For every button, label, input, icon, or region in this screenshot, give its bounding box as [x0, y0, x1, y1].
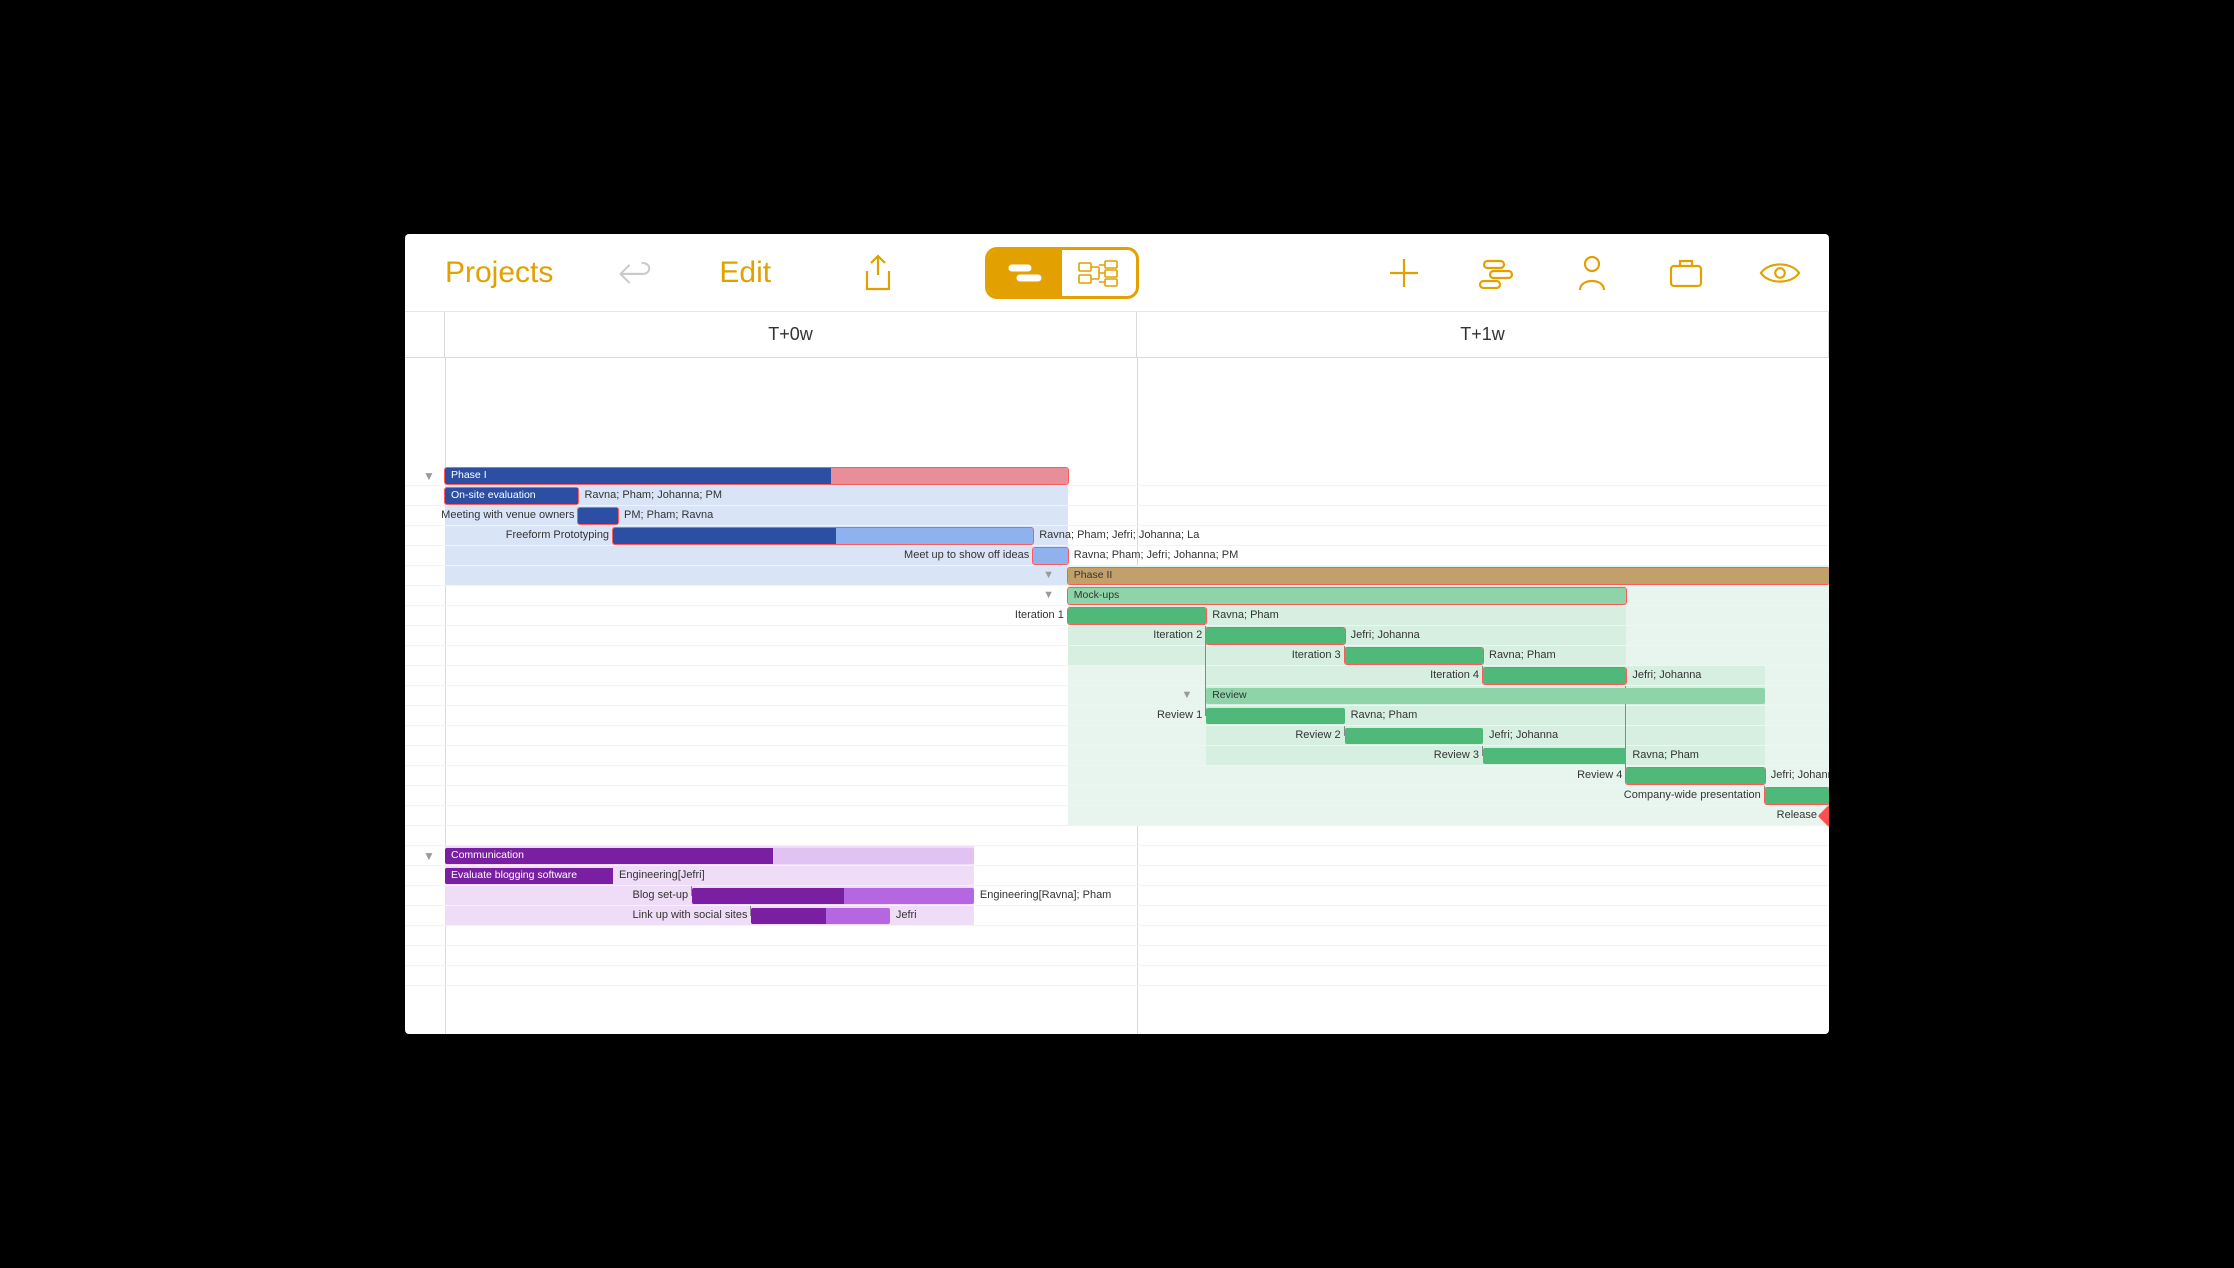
resource-label: PM; Pham; Ravna: [624, 509, 713, 521]
resource-label: Jefri; Johanna: [1351, 629, 1420, 641]
task-bar[interactable]: Communication: [445, 848, 974, 864]
task-bar[interactable]: [1765, 788, 1829, 804]
tasks-icon[interactable]: [1477, 252, 1519, 294]
task-bar[interactable]: Mock-ups: [1068, 588, 1627, 604]
task-label: Iteration 1: [1015, 609, 1064, 621]
task-bar[interactable]: [1483, 668, 1626, 684]
time-column-0: T+0w: [445, 312, 1137, 357]
resource-label: Jefri; Johanna: [1632, 669, 1701, 681]
view-gantt-button[interactable]: [988, 250, 1062, 296]
resource-label: Ravna; Pham: [1351, 709, 1418, 721]
task-title: On-site evaluation: [451, 489, 536, 501]
disclosure-icon[interactable]: ▼: [1043, 589, 1054, 601]
resource-label: Engineering[Ravna]; Pham: [980, 889, 1111, 901]
resource-label: Ravna; Pham: [1632, 749, 1699, 761]
task-label: Release: [1777, 809, 1817, 821]
task-bar[interactable]: [751, 908, 889, 924]
projects-button[interactable]: Projects: [445, 256, 553, 290]
task-bar[interactable]: [578, 508, 618, 524]
toolbar: Projects Edit: [405, 234, 1829, 312]
resource-label: Ravna; Pham: [1489, 649, 1556, 661]
task-bar[interactable]: [1206, 708, 1344, 724]
task-bar[interactable]: [1068, 608, 1206, 624]
task-label: Iteration 2: [1153, 629, 1202, 641]
task-bar[interactable]: Evaluate blogging software: [445, 868, 613, 884]
app-frame: Projects Edit: [405, 234, 1829, 1034]
task-label: Iteration 3: [1292, 649, 1341, 661]
task-label: Review 1: [1157, 709, 1202, 721]
task-bar[interactable]: On-site evaluation: [445, 488, 578, 504]
task-bar[interactable]: [692, 888, 974, 904]
share-button[interactable]: [857, 252, 899, 294]
view-network-button[interactable]: [1062, 250, 1136, 296]
resource-label: Ravna; Pham; Johanna; PM: [584, 489, 722, 501]
resource-label: Ravna; Pham; Jefri; Johanna; PM: [1074, 549, 1238, 561]
view-switcher: [985, 247, 1139, 299]
briefcase-icon[interactable]: [1665, 252, 1707, 294]
disclosure-icon[interactable]: ▼: [1043, 569, 1054, 581]
task-label: Review 2: [1295, 729, 1340, 741]
task-bar[interactable]: [1483, 748, 1626, 764]
resource-label: Jefri; Johanna: [1771, 769, 1829, 781]
task-bar[interactable]: [1033, 548, 1068, 564]
time-header: T+0w T+1w: [405, 312, 1829, 358]
time-column-1: T+1w: [1137, 312, 1829, 357]
edit-button[interactable]: Edit: [719, 256, 771, 290]
task-label: Blog set-up: [633, 889, 689, 901]
task-bar[interactable]: [1345, 728, 1483, 744]
task-label: Meet up to show off ideas: [904, 549, 1029, 561]
task-label: Review 3: [1434, 749, 1479, 761]
task-bar[interactable]: Phase II: [1068, 568, 1829, 584]
disclosure-icon[interactable]: ▼: [423, 469, 437, 483]
task-bar[interactable]: [1345, 648, 1483, 664]
task-bar[interactable]: Review: [1206, 688, 1765, 704]
task-label: Meeting with venue owners: [441, 509, 574, 521]
undo-button[interactable]: [615, 252, 657, 294]
row-gutter: [405, 312, 445, 357]
resource-label: Engineering[Jefri]: [619, 869, 705, 881]
task-title: Communication: [451, 849, 524, 861]
task-title: Evaluate blogging software: [451, 869, 577, 881]
task-label: Freeform Prototyping: [506, 529, 609, 541]
task-title: Mock-ups: [1074, 589, 1120, 601]
task-bar[interactable]: [1626, 768, 1764, 784]
task-label: Link up with social sites: [633, 909, 748, 921]
task-label: Iteration 4: [1430, 669, 1479, 681]
task-title: Phase II: [1074, 569, 1113, 581]
resource-label: Jefri: [896, 909, 917, 921]
task-bar[interactable]: [1206, 628, 1344, 644]
task-bar[interactable]: Phase I: [445, 468, 1068, 484]
disclosure-icon[interactable]: ▼: [1181, 689, 1192, 701]
gantt-chart[interactable]: Phase I ▼ On-site evaluation Ravna; Pham; J…: [405, 358, 1829, 1034]
disclosure-icon[interactable]: ▼: [423, 849, 437, 863]
add-button[interactable]: [1383, 252, 1425, 294]
task-label: Company-wide presentation: [1624, 789, 1761, 801]
resource-label: Ravna; Pham: [1212, 609, 1279, 621]
task-title: Review: [1212, 689, 1246, 701]
resource-label: Ravna; Pham; Jefri; Johanna; La: [1039, 529, 1199, 541]
task-label: Review 4: [1577, 769, 1622, 781]
resource-label: Jefri; Johanna: [1489, 729, 1558, 741]
task-bar[interactable]: [613, 528, 1033, 544]
eye-icon[interactable]: [1759, 252, 1801, 294]
task-title: Phase I: [451, 469, 487, 481]
person-icon[interactable]: [1571, 252, 1613, 294]
